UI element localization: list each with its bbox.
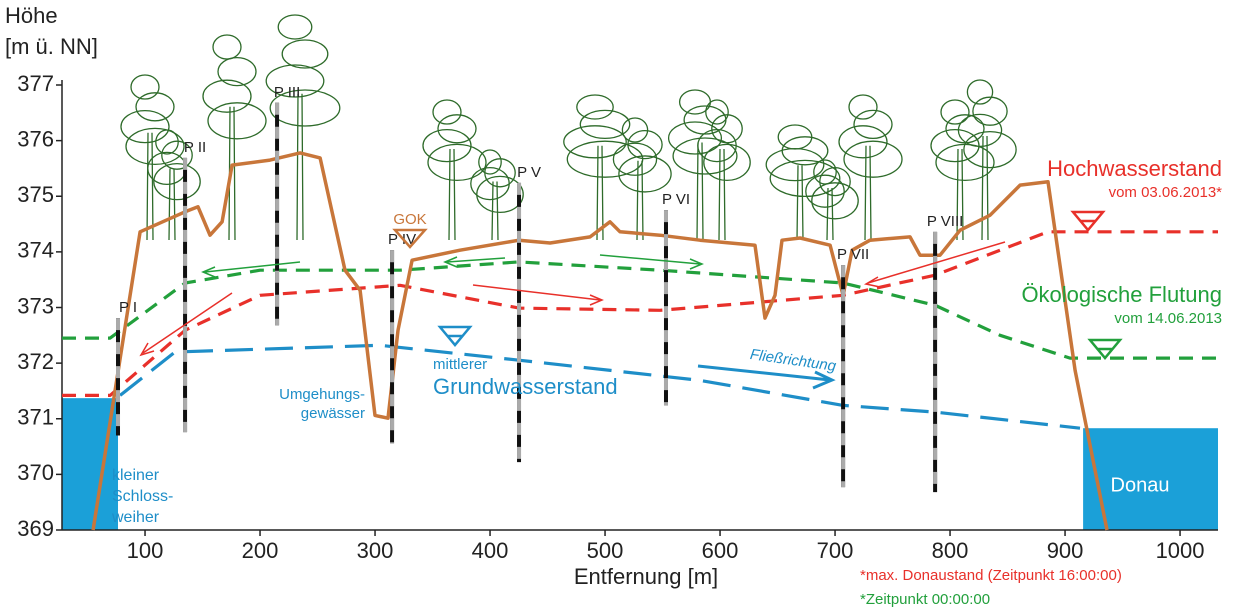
x-tick-label: 800 — [932, 538, 969, 563]
y-tick-label: 377 — [17, 71, 54, 96]
y-tick-label: 372 — [17, 349, 54, 374]
tree-crown — [964, 132, 1016, 168]
y-tick-label: 375 — [17, 182, 54, 207]
piezometer-label: P III — [274, 84, 300, 101]
tree-crown — [577, 95, 613, 119]
x-tick-label: 100 — [127, 538, 164, 563]
tree-crown — [766, 149, 824, 181]
tree-crown — [136, 93, 174, 121]
y-tick-label: 373 — [17, 293, 54, 318]
x-title: Entfernung [m] — [574, 564, 718, 589]
series-label: Grundwasserstand — [433, 374, 618, 399]
chart: 369 370 371 372 373 374 375 376 377 100 200 300 400 5… — [0, 0, 1234, 610]
x-tick-label: 900 — [1047, 538, 1084, 563]
tree-trunk — [697, 143, 703, 241]
piezometer-label: P I — [119, 299, 137, 316]
tree-crown — [477, 176, 523, 212]
tree-crown — [433, 100, 461, 124]
tree-trunk — [297, 94, 303, 240]
tree-crown — [278, 15, 312, 39]
tree-trunk — [169, 169, 175, 241]
tree-crown — [820, 168, 850, 196]
x-tick-label: 1000 — [1156, 538, 1205, 563]
y-tick-label: 374 — [17, 238, 54, 263]
tree-trunk — [982, 136, 988, 240]
x-tick-label: 300 — [357, 538, 394, 563]
tree-trunk — [147, 133, 153, 240]
level-marker — [440, 327, 470, 345]
series-line — [62, 262, 1218, 358]
markers — [141, 212, 1120, 388]
footnote: *Zeitpunkt 00:00:00 — [860, 591, 990, 608]
tree-crown — [941, 100, 969, 124]
tree-crown — [121, 111, 169, 143]
tree-crown — [704, 144, 750, 180]
level-marker — [1073, 212, 1103, 230]
piezometer-label: P VIII — [927, 213, 963, 230]
piezometer-label: P V — [517, 164, 541, 181]
flow-arrow — [600, 255, 702, 269]
annotation: Umgehungs- — [279, 386, 365, 403]
tree-trunk — [797, 165, 803, 240]
trees — [121, 15, 1016, 240]
annotation: vom 14.06.2013 — [1114, 310, 1222, 327]
tree-trunk — [492, 182, 498, 241]
annotation: Fließrichtung — [749, 346, 838, 375]
tree-trunk — [637, 161, 643, 240]
x-tick-label: 600 — [702, 538, 739, 563]
y-tick-label: 371 — [17, 405, 54, 430]
tree-crown — [438, 115, 476, 143]
y-tick-label: 369 — [17, 516, 54, 541]
tree-crown — [973, 97, 1007, 125]
piezometer-label: P II — [184, 139, 206, 156]
x-tick-label: 200 — [242, 538, 279, 563]
tree-crown — [203, 80, 251, 112]
series-label: GOK — [393, 211, 426, 228]
flow-arrow — [445, 257, 505, 267]
level-marker — [1090, 340, 1120, 358]
annotation: weiher — [111, 509, 160, 526]
annotation: vom 03.06.2013* — [1109, 184, 1223, 201]
tree-crown — [208, 103, 266, 139]
tree-crown — [622, 118, 647, 142]
series-label: Ökologische Flutung — [1021, 282, 1222, 307]
tree-crown — [282, 40, 328, 68]
tree-crown — [849, 95, 877, 119]
tree-crown — [428, 144, 486, 180]
series-line — [93, 153, 1107, 530]
series-line — [62, 232, 1218, 396]
x-tick-label: 700 — [817, 538, 854, 563]
annotation: gewässer — [301, 405, 365, 422]
annotation: Donau — [1111, 474, 1170, 496]
tree-crown — [936, 144, 994, 180]
annotation: kleiner — [112, 467, 160, 484]
tree-crown — [844, 141, 902, 177]
tree-trunk — [865, 146, 871, 240]
series-label: Hochwasserstand — [1047, 156, 1222, 181]
x-tick-label: 500 — [587, 538, 624, 563]
y-title: Höhe — [5, 3, 58, 28]
tree-crown — [213, 35, 241, 59]
tree-trunk — [719, 149, 725, 240]
y-tick-label: 376 — [17, 126, 54, 151]
tree-trunk — [449, 149, 455, 240]
footnote: *max. Donaustand (Zeitpunkt 16:00:00) — [860, 567, 1122, 584]
annotation: Schloss- — [112, 488, 173, 505]
x-tick-label: 400 — [472, 538, 509, 563]
y-title: [m ü. NN] — [5, 34, 98, 59]
tree-crown — [485, 159, 515, 187]
annotation: mittlerer — [433, 356, 487, 373]
piezometer-label: P VII — [837, 246, 869, 263]
tree-crown — [706, 100, 728, 124]
piezometer-label: P VI — [662, 191, 690, 208]
y-tick-label: 370 — [17, 460, 54, 485]
